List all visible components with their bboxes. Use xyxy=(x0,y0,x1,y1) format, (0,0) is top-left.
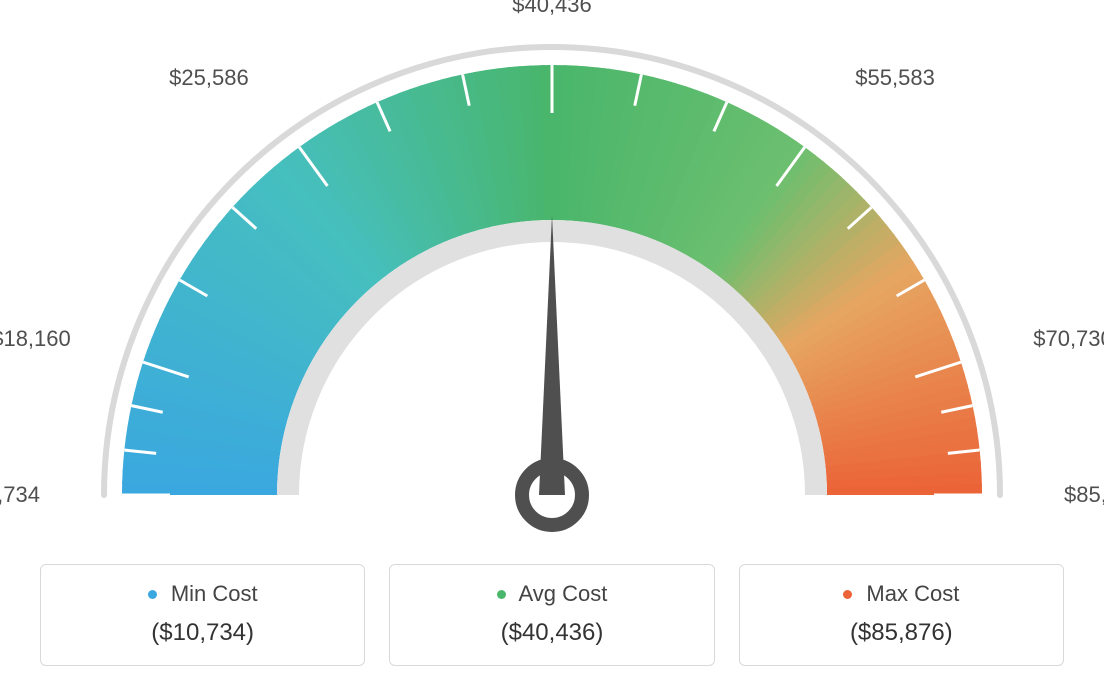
legend-title-avg: Avg Cost xyxy=(400,581,703,607)
legend-row: Min Cost ($10,734) Avg Cost ($40,436) Ma… xyxy=(40,564,1064,666)
dot-icon xyxy=(497,590,506,599)
legend-label: Min Cost xyxy=(171,581,258,606)
gauge-scale-label: $18,160 xyxy=(0,326,71,352)
legend-value-min: ($10,734) xyxy=(51,619,354,647)
legend-title-max: Max Cost xyxy=(750,581,1053,607)
gauge-scale-label: $85,876 xyxy=(1064,482,1104,508)
legend-value-max: ($85,876) xyxy=(750,619,1053,647)
legend-card-avg: Avg Cost ($40,436) xyxy=(389,564,714,666)
gauge-scale-label: $55,583 xyxy=(855,65,935,91)
legend-label: Avg Cost xyxy=(519,581,608,606)
legend-card-min: Min Cost ($10,734) xyxy=(40,564,365,666)
legend-value-avg: ($40,436) xyxy=(400,619,703,647)
gauge-scale-label: $70,730 xyxy=(1033,326,1104,352)
dot-icon xyxy=(148,590,157,599)
gauge-scale-label: $40,436 xyxy=(512,0,592,18)
legend-label: Max Cost xyxy=(866,581,959,606)
gauge-svg xyxy=(0,10,1104,550)
dot-icon xyxy=(843,590,852,599)
gauge-scale-label: $10,734 xyxy=(0,482,40,508)
legend-card-max: Max Cost ($85,876) xyxy=(739,564,1064,666)
gauge-chart: $10,734$18,160$25,586$40,436$55,583$70,7… xyxy=(0,10,1104,550)
gauge-scale-label: $25,586 xyxy=(169,65,249,91)
legend-title-min: Min Cost xyxy=(51,581,354,607)
